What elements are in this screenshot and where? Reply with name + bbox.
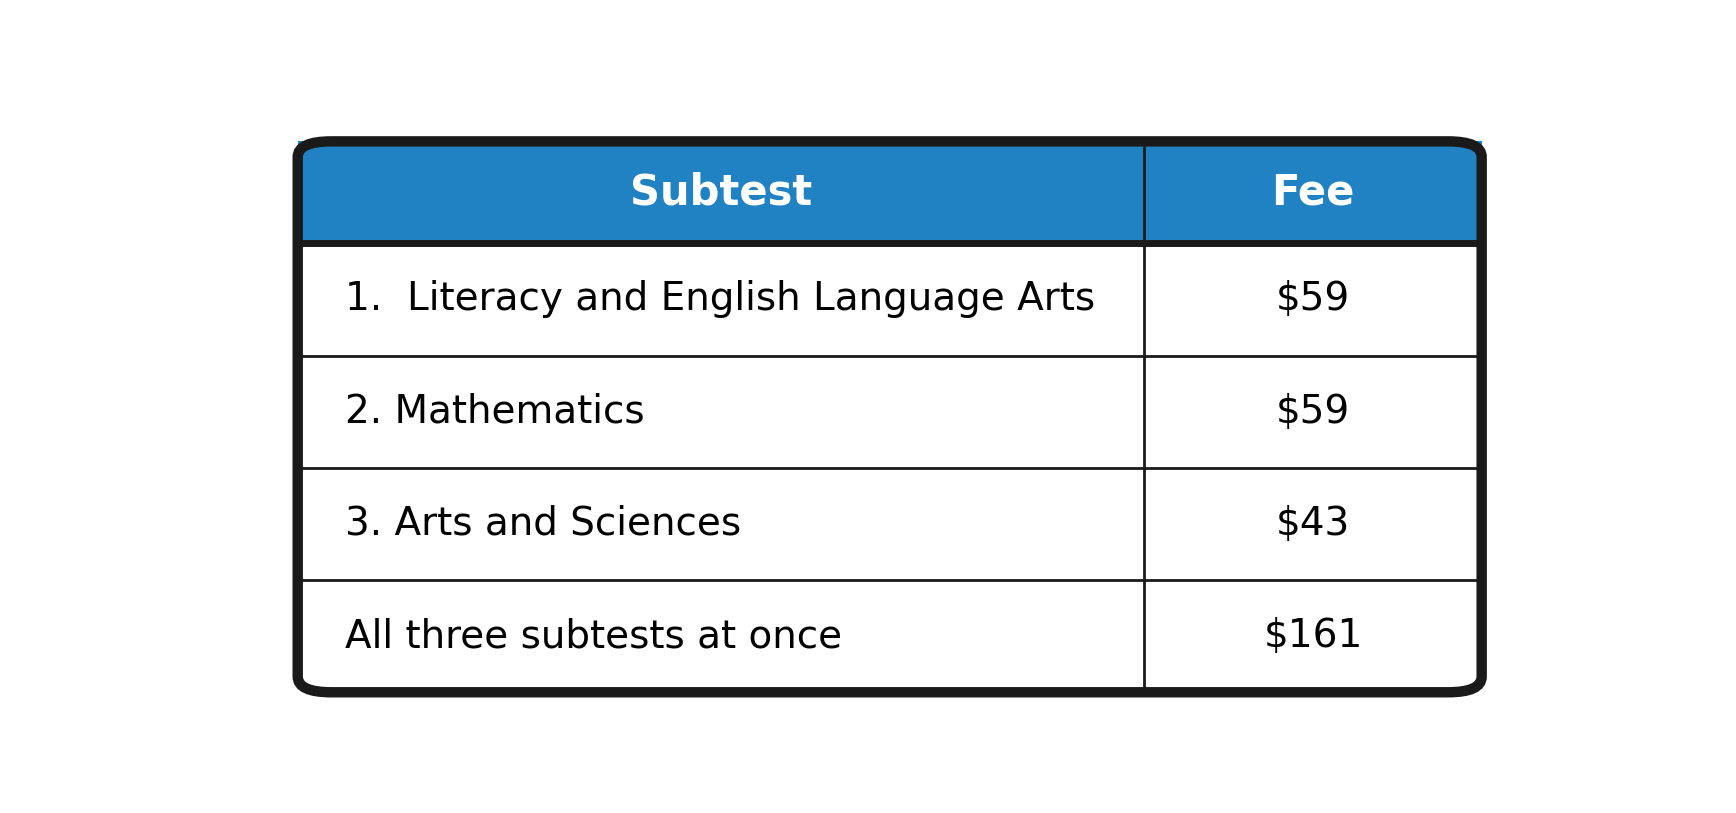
Text: $43: $43	[1276, 505, 1351, 543]
Bar	[1144, 243, 1481, 355]
Text: Fee: Fee	[1271, 172, 1354, 213]
Bar	[1144, 141, 1481, 243]
Text: 3. Arts and Sciences: 3. Arts and Sciences	[345, 505, 741, 543]
Text: 2. Mathematics: 2. Mathematics	[345, 393, 644, 431]
Text: $59: $59	[1276, 280, 1351, 319]
Bar	[1144, 355, 1481, 467]
Bar	[1144, 580, 1481, 692]
Bar	[299, 243, 1144, 355]
Bar	[299, 467, 1144, 580]
Text: 1.  Literacy and English Language Arts: 1. Literacy and English Language Arts	[345, 280, 1095, 319]
Bar	[299, 141, 1481, 693]
Text: All three subtests at once: All three subtests at once	[345, 617, 842, 655]
Text: $161: $161	[1264, 617, 1363, 655]
Text: $59: $59	[1276, 393, 1351, 431]
Bar	[299, 355, 1144, 467]
Bar	[299, 580, 1144, 692]
Bar	[1144, 467, 1481, 580]
Bar	[299, 141, 1144, 243]
Text: Subtest: Subtest	[630, 172, 812, 213]
